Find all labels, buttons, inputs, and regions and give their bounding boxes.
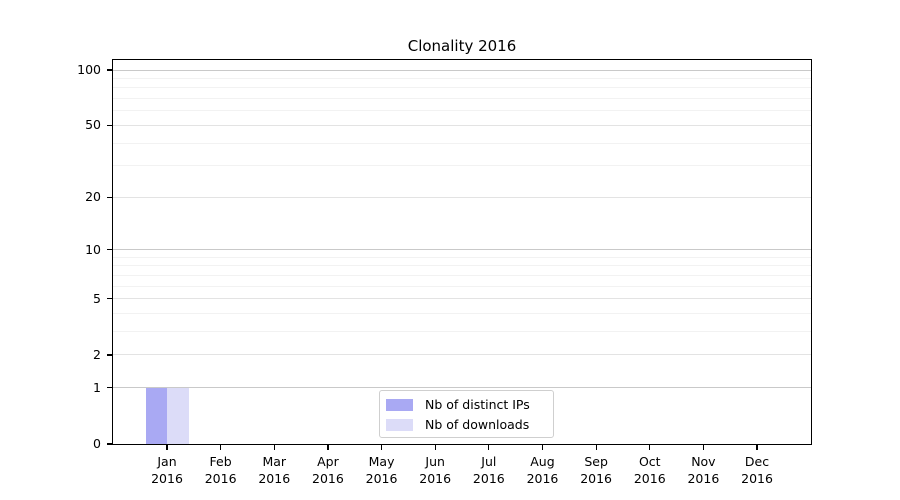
y-tick [107, 354, 113, 356]
minor-gridline [113, 142, 811, 144]
x-tick [541, 444, 544, 450]
mid-gridline [113, 196, 811, 198]
legend-entry-distinct-ips: Nb of distinct IPs [386, 396, 545, 413]
minor-gridline [113, 110, 811, 112]
minor-gridline [113, 98, 811, 100]
x-tick [380, 444, 383, 450]
bar-nb-of-distinct-ips [145, 387, 167, 444]
mid-gridline [113, 124, 811, 126]
minor-gridline [113, 265, 811, 267]
minor-gridline [113, 87, 811, 89]
y-tick-label: 50 [85, 117, 101, 133]
x-tick-label: Nov 2016 [687, 454, 720, 486]
bar-nb-of-downloads [167, 387, 189, 444]
x-tick [327, 444, 329, 450]
x-tick-label: Dec 2016 [741, 454, 773, 486]
legend-entry-downloads: Nb of downloads [386, 416, 545, 433]
x-tick-label: Aug 2016 [526, 454, 559, 486]
x-tick [273, 444, 275, 450]
x-tick-label: Jul 2016 [472, 454, 505, 486]
x-tick [702, 444, 704, 450]
legend-swatch-distinct-ips [386, 398, 413, 411]
mid-gridline [113, 354, 811, 356]
y-tick [107, 196, 113, 198]
y-tick-label: 0 [93, 436, 101, 451]
minor-gridline [113, 285, 811, 287]
mid-gridline [113, 298, 811, 300]
x-tick [649, 444, 651, 450]
x-tick-label: Feb 2016 [204, 454, 237, 486]
y-tick-label: 20 [85, 189, 101, 205]
x-tick-label: Apr 2016 [312, 454, 344, 486]
x-tick [595, 444, 597, 450]
y-tick [107, 443, 113, 445]
y-tick [107, 387, 113, 389]
chart-title: Clonality 2016 [407, 37, 517, 55]
decade-gridline [113, 387, 811, 389]
y-tick-label: 5 [93, 290, 101, 306]
x-tick-label: Mar 2016 [258, 454, 291, 486]
x-tick-label: May 2016 [365, 454, 398, 486]
minor-gridline [113, 165, 811, 167]
x-tick-label: Sep 2016 [580, 454, 613, 486]
minor-gridline [113, 256, 811, 258]
y-tick-label: 10 [85, 241, 101, 257]
minor-gridline [113, 331, 811, 333]
y-tick-label: 1 [93, 379, 101, 395]
legend-swatch-downloads [386, 418, 413, 431]
minor-gridline [113, 313, 811, 315]
y-tick-label: 100 [77, 62, 101, 77]
y-tick [107, 124, 113, 126]
legend-label-distinct-ips: Nb of distinct IPs [425, 397, 530, 412]
minor-gridline [113, 274, 811, 276]
plot-area: 0 1 2 5 10 20 50 100 Jan 2016 Feb 2016 Mar 2016 Apr… [77, 59, 812, 486]
x-tick [488, 444, 490, 450]
x-tick-label: Jan 2016 [151, 454, 183, 486]
x-tick [434, 444, 436, 450]
y-tick [107, 298, 113, 300]
decade-gridline [113, 249, 811, 251]
x-tick [166, 444, 168, 450]
minor-gridline [113, 77, 811, 79]
legend: Nb of distinct IPs Nb of downloads [379, 390, 554, 438]
y-tick [107, 249, 113, 251]
x-tick [756, 444, 758, 450]
legend-label-downloads: Nb of downloads [425, 417, 530, 432]
y-tick-label: 2 [93, 346, 101, 362]
x-tick-label: Jun 2016 [419, 454, 452, 486]
y-tick [107, 69, 113, 71]
x-tick-label: Oct 2016 [633, 454, 666, 486]
x-tick [220, 444, 222, 450]
decade-gridline [113, 69, 811, 71]
